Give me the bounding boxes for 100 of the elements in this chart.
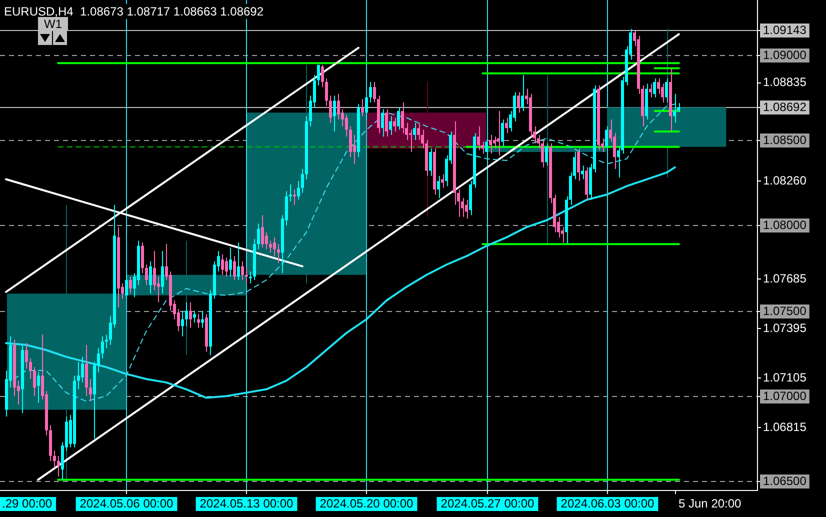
x-tick-label: 2024.05.13 00:00 (200, 496, 294, 510)
candlestick (329, 95, 332, 124)
candlestick (249, 270, 252, 284)
timeframe-button: W1 (38, 17, 68, 31)
candlestick (477, 126, 480, 151)
y-tick-label: 1.07685 (763, 271, 807, 286)
candlestick (401, 102, 404, 134)
candlestick (161, 250, 164, 294)
candlestick (381, 108, 384, 138)
candlestick (353, 134, 356, 164)
candlestick (373, 81, 376, 103)
candlestick (149, 260, 152, 294)
candlestick (605, 126, 608, 152)
candlestick (229, 247, 232, 278)
ref-line-label: 1.08000 (763, 218, 807, 232)
candlestick (193, 310, 196, 324)
candlestick (129, 276, 132, 294)
candlestick (409, 129, 412, 152)
candlestick (81, 356, 84, 383)
text: .29 00:00 (2, 496, 52, 510)
candlestick (225, 257, 228, 278)
candlestick (53, 450, 56, 468)
candlestick (321, 64, 324, 88)
candlestick (297, 180, 300, 200)
candlestick (585, 166, 588, 200)
candlestick (125, 274, 128, 300)
candlestick (349, 126, 352, 158)
candlestick (465, 199, 468, 220)
candlestick (29, 358, 32, 380)
line-series (14, 104, 676, 402)
candlestick (393, 117, 396, 132)
candlestick (293, 189, 296, 206)
candlestick (273, 236, 276, 257)
ref-line-label: 1.09000 (763, 48, 807, 62)
candlestick (657, 78, 660, 94)
candlestick (77, 361, 80, 390)
candlestick (189, 302, 192, 328)
candlestick (301, 168, 304, 194)
candlestick (673, 93, 676, 124)
candlestick (237, 242, 240, 280)
candlestick (241, 260, 244, 280)
y-tick-label: 1.08835 (763, 75, 807, 90)
ref-line-label: 1.07000 (763, 388, 807, 403)
candlestick (101, 336, 104, 360)
ref-line-label: 1.08500 (763, 132, 807, 147)
candlestick (221, 254, 224, 276)
candlestick (493, 136, 496, 150)
x-tick-label: 2024.05.20 00:00 (320, 496, 414, 510)
candlestick (89, 378, 92, 402)
candlestick (333, 95, 336, 132)
candlestick (85, 344, 88, 397)
candlestick (429, 148, 432, 176)
candlestick (25, 342, 28, 370)
candlestick (57, 455, 60, 477)
candlestick (361, 98, 364, 117)
candlestick (269, 240, 272, 254)
candlestick (97, 348, 100, 373)
candlestick (145, 264, 148, 286)
candlestick (345, 114, 348, 138)
candlestick (233, 256, 236, 280)
candlestick (385, 108, 388, 138)
candlestick (37, 372, 40, 404)
y-tick-label: 1.07105 (763, 370, 807, 384)
candlestick (325, 78, 328, 106)
y-tick-label: 1.07395 (763, 320, 807, 335)
candlestick (185, 302, 188, 327)
candlestick (517, 92, 520, 114)
candlestick (369, 81, 372, 103)
candlestick (521, 74, 524, 112)
candlestick (141, 242, 144, 274)
candlestick (289, 184, 292, 202)
candlestick (665, 78, 668, 103)
candlestick (437, 175, 440, 199)
candlestick (501, 119, 504, 148)
ref-line-label: 1.09143 (763, 22, 807, 37)
ref-line-label: 1.07500 (763, 304, 807, 318)
candlestick (397, 107, 400, 130)
ref-line-label: 1.08692 (763, 100, 807, 114)
y-tick-label: 1.08260 (763, 173, 807, 188)
candlestick (417, 122, 420, 140)
candlestick (389, 116, 392, 136)
candlestick (153, 250, 156, 291)
candlestick (489, 134, 492, 154)
candlestick (545, 142, 548, 166)
candlestick (505, 117, 508, 134)
y-tick-label: 1.06815 (763, 420, 807, 434)
candlestick (257, 223, 260, 250)
text: 5 Jun 20:00 (678, 496, 742, 510)
candlestick (413, 122, 416, 140)
candlestick (317, 64, 320, 86)
x-tick-label: 2024.06.03 00:00 (560, 496, 655, 510)
candlestick (577, 148, 580, 182)
candlestick (181, 310, 184, 337)
candlestick (365, 93, 368, 120)
ref-line-label: 1.06500 (763, 474, 807, 488)
candlestick (653, 78, 656, 98)
candlestick (581, 165, 584, 180)
chart-title: EURUSD,H4 1.08673 1.08717 1.08663 1.08692 (4, 4, 264, 18)
candlestick (337, 93, 340, 120)
x-tick-label: 2024.05.06 00:00 (80, 496, 174, 510)
